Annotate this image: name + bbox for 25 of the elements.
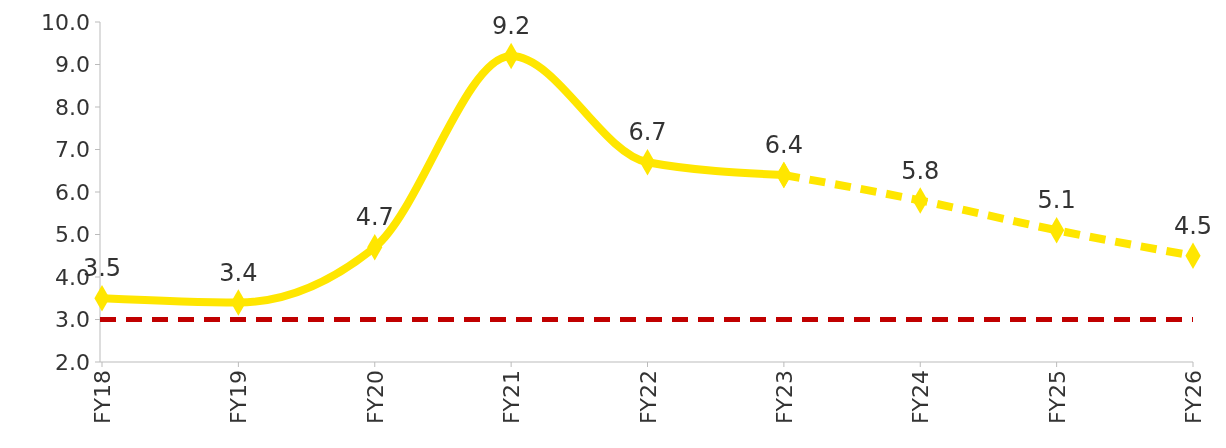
data-label: 4.5 bbox=[1173, 211, 1213, 240]
x-tick-label: FY26 bbox=[1181, 370, 1206, 425]
x-tick-label: FY22 bbox=[635, 370, 661, 425]
x-tick-label: FY23 bbox=[771, 370, 797, 425]
y-tick-label: 2.0 bbox=[55, 349, 90, 375]
x-tick-label: FY21 bbox=[499, 370, 525, 425]
data-label: 9.2 bbox=[492, 12, 531, 40]
data-label: 6.4 bbox=[764, 131, 803, 159]
y-tick-label: 5.0 bbox=[55, 222, 90, 248]
data-label: 5.1 bbox=[1037, 186, 1076, 215]
x-tick-label: FY25 bbox=[1044, 370, 1070, 425]
x-tick-label: FY18 bbox=[90, 370, 115, 425]
y-tick-label: 7.0 bbox=[55, 137, 90, 163]
y-tick-label: 6.0 bbox=[55, 179, 90, 205]
y-tick-label: 10.0 bbox=[41, 9, 90, 35]
y-tick-label: 8.0 bbox=[55, 94, 90, 120]
x-tick-label: FY19 bbox=[226, 370, 252, 425]
x-tick-label: FY20 bbox=[362, 370, 388, 425]
data-label: 6.7 bbox=[628, 118, 667, 147]
data-label: 4.7 bbox=[355, 203, 394, 232]
data-label: 5.8 bbox=[901, 156, 940, 185]
y-tick-label: 3.0 bbox=[55, 307, 90, 333]
data-label: 3.4 bbox=[219, 258, 258, 287]
x-tick-label: FY24 bbox=[908, 370, 934, 425]
y-tick-label: 9.0 bbox=[55, 52, 90, 78]
